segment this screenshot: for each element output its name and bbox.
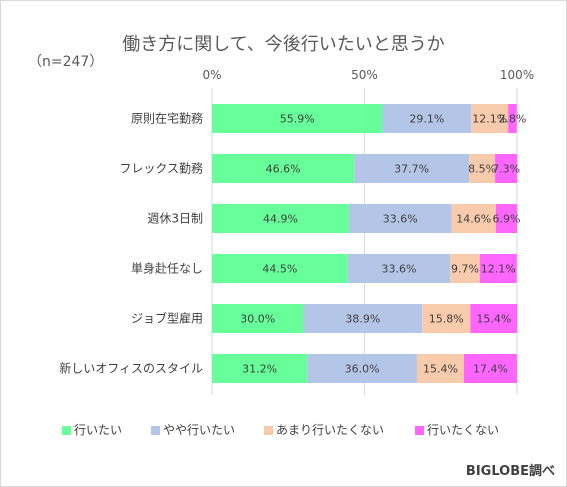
x-tick-label: 50% <box>351 68 378 82</box>
legend-label: やや行いたい <box>163 423 236 437</box>
data-label: 33.6% <box>383 213 418 226</box>
category-label: 新しいオフィスのスタイル <box>59 361 203 376</box>
bar-segment <box>463 354 517 383</box>
data-label: 29.1% <box>409 113 444 126</box>
data-label: 12.1% <box>481 263 516 276</box>
bar-segment <box>469 154 496 183</box>
data-label: 46.6% <box>266 163 301 176</box>
bar-segment <box>382 104 472 133</box>
data-label: 33.6% <box>381 263 416 276</box>
legend-label: あまり行いたくない <box>276 423 385 437</box>
legend-swatch <box>264 426 273 435</box>
bar-segment <box>212 204 349 233</box>
bar-segment <box>470 304 518 333</box>
data-label: 37.7% <box>394 163 429 176</box>
data-label: 44.5% <box>262 263 297 276</box>
legend-swatch <box>62 426 71 435</box>
data-label: 30.0% <box>240 313 275 326</box>
x-tick-label: 100% <box>500 68 534 82</box>
legend-item: やや行いたい <box>151 421 235 438</box>
data-label: 9.7% <box>451 263 479 276</box>
category-label: フレックス勤務 <box>119 162 203 176</box>
data-label: 7.3% <box>492 163 520 176</box>
x-tick-label: 0% <box>202 68 221 82</box>
bar-segment <box>422 304 471 333</box>
chart-title: 働き方に関して、今後行いたいと思うか <box>122 34 445 55</box>
bar-segment <box>495 154 518 183</box>
sample-size-label: （n=247） <box>28 54 104 70</box>
data-label: 36.0% <box>345 363 380 376</box>
data-label: 6.9% <box>493 213 521 226</box>
bar-segment <box>348 204 452 233</box>
bar-segment <box>303 304 423 333</box>
category-label: 原則在宅勤務 <box>131 111 203 126</box>
legend-item: 行いたい <box>62 421 122 438</box>
bar-segment <box>212 354 308 383</box>
data-label: 15.4% <box>476 313 511 326</box>
bar-segment <box>479 254 517 283</box>
legend-label: 行いたい <box>74 423 123 437</box>
data-label: 14.6% <box>456 213 491 226</box>
bar-segment <box>450 254 480 283</box>
data-label: 2.8% <box>498 113 526 126</box>
bar-segment <box>307 354 417 383</box>
bar-segment <box>451 204 496 233</box>
bar-segment <box>212 104 383 133</box>
bar-segment <box>347 254 451 283</box>
data-label: 44.9% <box>263 213 298 226</box>
category-label: 単身赴任なし <box>131 261 203 276</box>
data-label: 12.1% <box>472 113 507 126</box>
data-label: 38.9% <box>345 313 380 326</box>
legend-item: あまり行いたくない <box>264 421 384 438</box>
bar-segment <box>212 304 304 333</box>
legend-item: 行いたくない <box>415 421 499 438</box>
bar-segment <box>416 354 464 383</box>
category-label: 週休3日制 <box>147 212 203 226</box>
source-credit: BIGLOBE調べ <box>465 464 555 479</box>
legend-label: 行いたくない <box>427 423 500 437</box>
bar-segment <box>508 104 517 133</box>
bar-segment <box>495 204 517 233</box>
data-label: 15.4% <box>423 363 458 376</box>
data-label: 8.5% <box>468 163 496 176</box>
bar-segment <box>212 254 348 283</box>
bar-segment <box>471 104 509 133</box>
data-label: 55.9% <box>280 113 315 126</box>
category-label: ジョブ型雇用 <box>131 311 203 326</box>
legend-swatch <box>415 426 424 435</box>
bar-segment <box>354 154 470 183</box>
data-label: 31.2% <box>242 363 277 376</box>
data-label: 15.8% <box>429 313 464 326</box>
legend-swatch <box>151 426 160 435</box>
data-label: 17.4% <box>473 363 508 376</box>
bar-segment <box>212 154 355 183</box>
